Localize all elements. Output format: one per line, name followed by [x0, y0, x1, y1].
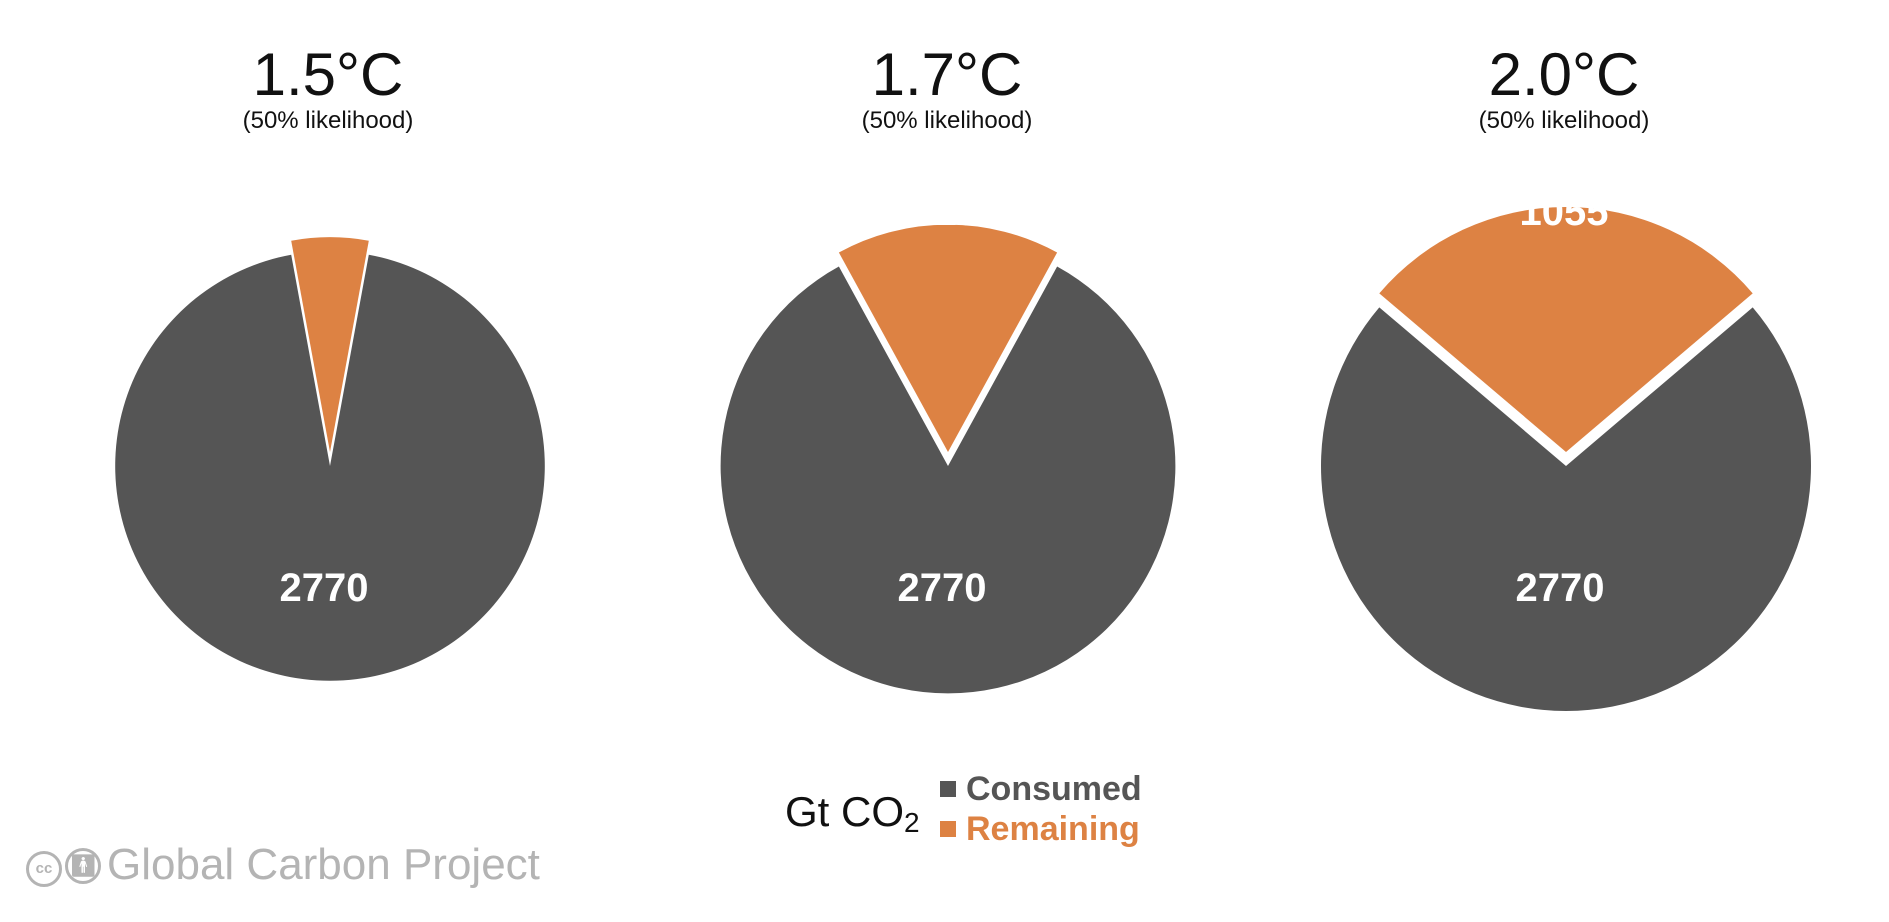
pie-3: 2770 1055: [1320, 190, 1811, 711]
panel-2-title-temp: 1.7°C: [871, 41, 1023, 108]
panel-3-title: 2.0°C (50% likelihood): [1414, 44, 1714, 134]
panel-2-subtitle: (50% likelihood): [861, 107, 1033, 134]
credit-text: Global Carbon Project: [107, 840, 540, 889]
legend-unit-prefix: Gt CO: [785, 788, 905, 835]
pie-2-label-consumed: 2770: [898, 566, 987, 610]
legend-label-consumed: Consumed: [966, 770, 1142, 808]
pie-3-label-consumed: 2770: [1516, 566, 1605, 610]
pie-2: 2770 525: [720, 190, 1176, 694]
pie-2-slice-consumed: [720, 266, 1176, 694]
pie-1: 2770 170: [115, 190, 545, 681]
legend-swatch-consumed: [940, 781, 956, 797]
legend-item-remaining: Remaining: [940, 810, 1140, 849]
legend-swatch-remaining: [940, 821, 956, 837]
pie-1-slice-consumed: [115, 254, 545, 681]
panel-2-title: 1.7°C (50% likelihood): [797, 44, 1097, 134]
credit-line: cc 🚹︎ Global Carbon Project: [26, 840, 540, 890]
legend-unit: Gt CO2: [785, 788, 920, 839]
panel-3-subtitle: (50% likelihood): [1478, 107, 1650, 134]
pie-1-label-consumed: 2770: [280, 566, 369, 610]
legend-label-remaining: Remaining: [966, 810, 1140, 848]
panel-3-title-temp: 2.0°C: [1488, 41, 1640, 108]
legend-item-consumed: Consumed: [940, 770, 1142, 809]
pie-3-slice-remaining: [1379, 206, 1753, 452]
pie-1-slice-remaining: [291, 237, 369, 452]
legend-unit-subscript: 2: [904, 807, 920, 838]
legend: Gt CO2 Consumed Remaining: [785, 770, 1185, 850]
pie-2-slice-remaining: [838, 224, 1058, 452]
panel-1-title-temp: 1.5°C: [252, 41, 404, 108]
panel-1-title: 1.5°C (50% likelihood): [178, 44, 478, 134]
pie-2-label-remaining: 525: [913, 190, 980, 234]
panel-1-subtitle: (50% likelihood): [242, 107, 414, 134]
creative-commons-icon: cc: [26, 851, 62, 887]
pie-3-label-remaining: 1055: [1520, 190, 1609, 234]
pie-3-slice-consumed: [1320, 307, 1811, 711]
pie-1-label-remaining: 170: [295, 190, 362, 234]
attribution-icon: 🚹︎: [65, 848, 101, 884]
